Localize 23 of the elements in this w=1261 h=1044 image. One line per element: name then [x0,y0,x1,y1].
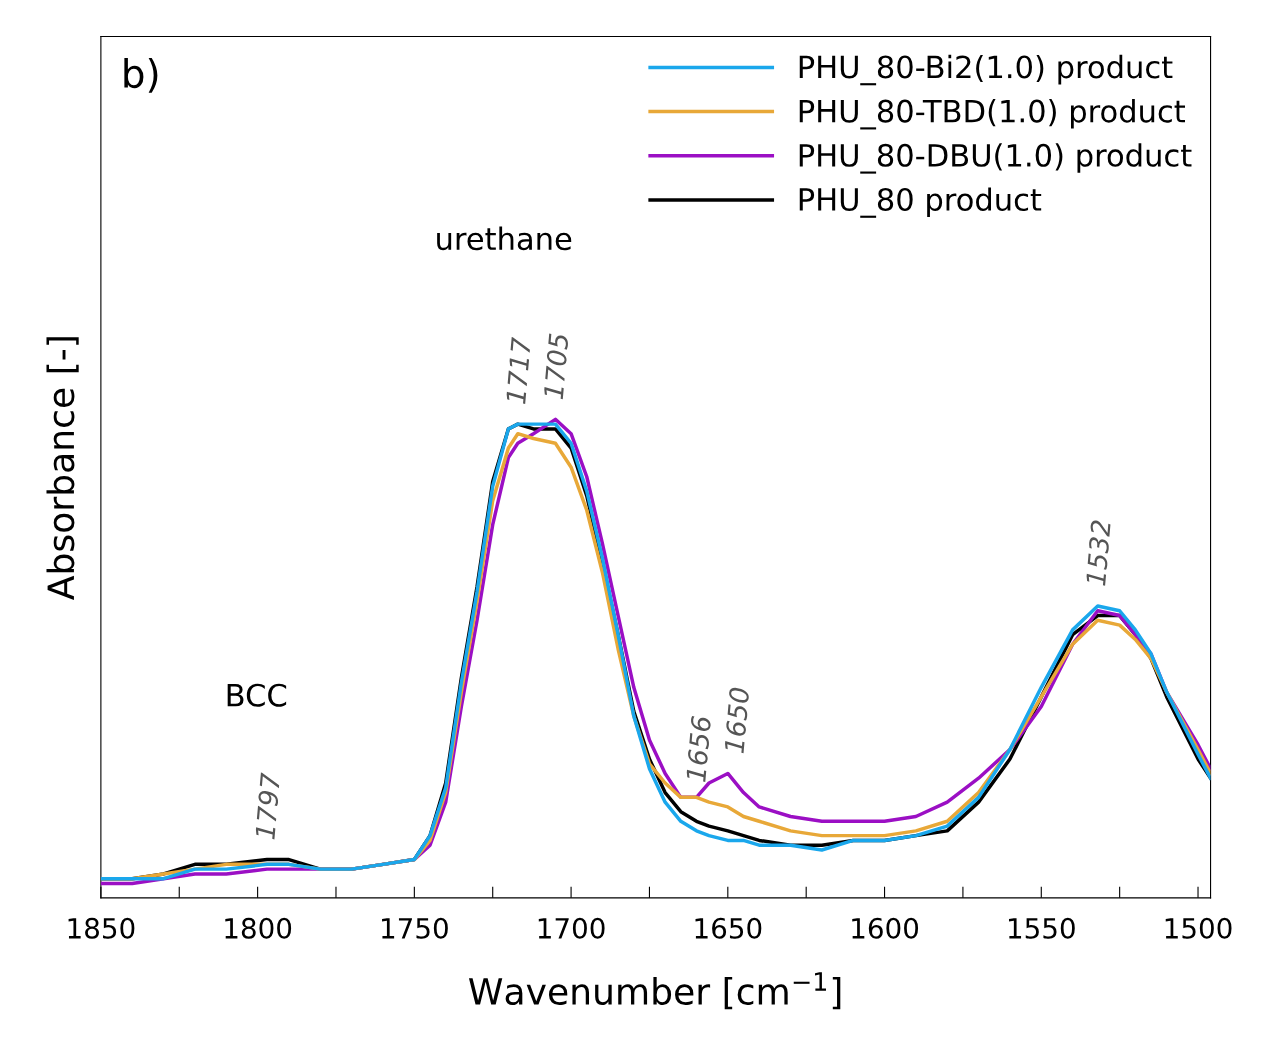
x-tick-label: 1500 [1165,917,1232,939]
legend-label: PHU_80-Bi2(1.0) product [799,54,1173,86]
legend-label: PHU_80 product [799,187,1042,218]
x-tick-label: 1800 [225,917,292,939]
annotation: 1532 [1085,520,1112,586]
legend-label: PHU_80-DBU(1.0) product [799,143,1192,174]
legend-label: PHU_80-TBD(1.0) product [799,99,1186,130]
x-tick-label: 1700 [538,917,605,939]
y-axis-title: Absorbance [-] [46,337,79,600]
annotation: 1717 [505,336,531,405]
annotation: 1656 [685,715,712,783]
annotation: 1650 [724,687,750,754]
annotation: 1797 [254,772,281,840]
text: urethane [437,226,572,251]
x-tick-label: 1750 [382,917,448,939]
annotation: 1705 [543,333,569,400]
x-tick-label: 1850 [68,917,135,939]
x-axis-title: Wavenumber [cm$^{−1}$] [468,972,841,1010]
x-tick-label: 1600 [852,917,919,939]
x-tick-label: 1650 [695,917,762,939]
annotation: BCC [227,683,287,707]
x-tick-label: 1550 [1008,917,1075,939]
chart-title: b) [124,58,158,93]
